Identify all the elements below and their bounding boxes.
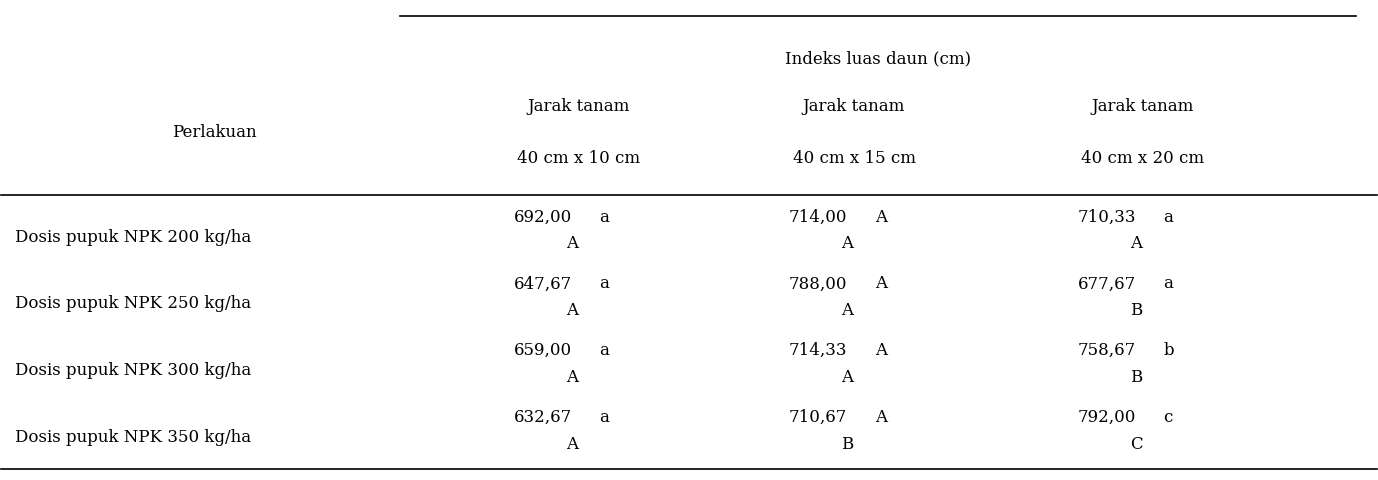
- Text: 792,00: 792,00: [1078, 409, 1135, 426]
- Text: 40 cm x 20 cm: 40 cm x 20 cm: [1082, 150, 1204, 168]
- Text: 714,00: 714,00: [788, 209, 847, 226]
- Text: a: a: [599, 276, 609, 292]
- Text: A: A: [566, 436, 579, 453]
- Text: Dosis pupuk NPK 250 kg/ha: Dosis pupuk NPK 250 kg/ha: [15, 296, 251, 312]
- Text: 710,33: 710,33: [1078, 209, 1135, 226]
- Text: C: C: [1130, 436, 1142, 453]
- Text: c: c: [1163, 409, 1173, 426]
- Text: a: a: [1163, 276, 1173, 292]
- Text: 758,67: 758,67: [1078, 342, 1135, 359]
- Text: 677,67: 677,67: [1078, 276, 1135, 292]
- Text: 714,33: 714,33: [788, 342, 847, 359]
- Text: B: B: [1130, 369, 1142, 386]
- Text: a: a: [599, 342, 609, 359]
- Text: Jarak tanam: Jarak tanam: [528, 98, 630, 115]
- Text: b: b: [1163, 342, 1174, 359]
- Text: 632,67: 632,67: [514, 409, 572, 426]
- Text: 659,00: 659,00: [514, 342, 572, 359]
- Text: 647,67: 647,67: [514, 276, 572, 292]
- Text: Dosis pupuk NPK 300 kg/ha: Dosis pupuk NPK 300 kg/ha: [15, 362, 251, 379]
- Text: 40 cm x 15 cm: 40 cm x 15 cm: [792, 150, 915, 168]
- Text: A: A: [875, 209, 886, 226]
- Text: Dosis pupuk NPK 350 kg/ha: Dosis pupuk NPK 350 kg/ha: [15, 429, 251, 446]
- Text: Dosis pupuk NPK 200 kg/ha: Dosis pupuk NPK 200 kg/ha: [15, 228, 251, 246]
- Text: A: A: [875, 409, 886, 426]
- Text: Jarak tanam: Jarak tanam: [803, 98, 905, 115]
- Text: Perlakuan: Perlakuan: [172, 124, 256, 141]
- Text: Indeks luas daun (cm): Indeks luas daun (cm): [785, 50, 971, 67]
- Text: a: a: [1163, 209, 1173, 226]
- Text: A: A: [1130, 235, 1142, 252]
- Text: 692,00: 692,00: [514, 209, 572, 226]
- Text: 710,67: 710,67: [788, 409, 847, 426]
- Text: A: A: [566, 369, 579, 386]
- Text: A: A: [841, 369, 853, 386]
- Text: A: A: [566, 235, 579, 252]
- Text: 788,00: 788,00: [788, 276, 847, 292]
- Text: Jarak tanam: Jarak tanam: [1091, 98, 1193, 115]
- Text: 40 cm x 10 cm: 40 cm x 10 cm: [517, 150, 641, 168]
- Text: A: A: [841, 302, 853, 319]
- Text: B: B: [841, 436, 853, 453]
- Text: A: A: [841, 235, 853, 252]
- Text: a: a: [599, 409, 609, 426]
- Text: a: a: [599, 209, 609, 226]
- Text: B: B: [1130, 302, 1142, 319]
- Text: A: A: [566, 302, 579, 319]
- Text: A: A: [875, 276, 886, 292]
- Text: A: A: [875, 342, 886, 359]
